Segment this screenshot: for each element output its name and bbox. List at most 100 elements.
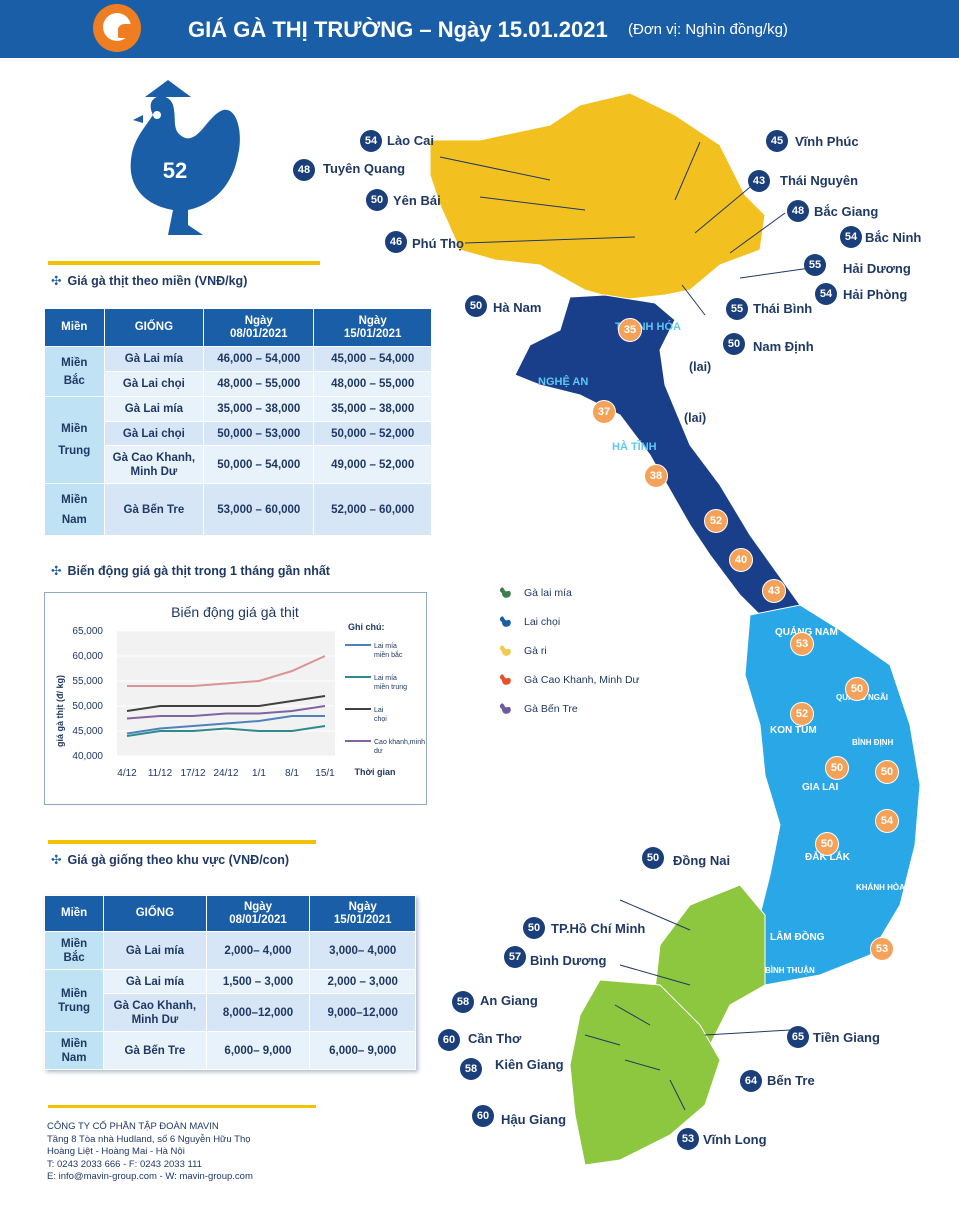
col-header: Ngày 08/01/2021: [203, 308, 315, 347]
price-badge: 55: [726, 298, 748, 320]
province-label: Thái Bình: [753, 301, 813, 316]
seed-price-table: Miền GIỐNG Ngày 08/01/2021 Ngày 15/01/20…: [43, 895, 416, 1070]
x-tick-label: 11/12: [148, 768, 173, 779]
x-tick-label: 15/1: [315, 768, 335, 779]
breed-cell: Gà Cao Khanh, Minh Dư: [103, 445, 205, 484]
series-line: [126, 725, 326, 737]
price-badge: 60: [472, 1105, 494, 1127]
breed-cell: Gà Lai chọi: [103, 371, 205, 397]
price-badge: 43: [748, 170, 770, 192]
province-label: Hậu Giang: [501, 1112, 567, 1127]
price-cell: 53,000 – 60,000: [203, 483, 315, 536]
price-badge: 57: [504, 946, 526, 968]
price-badge: 38: [644, 464, 668, 488]
price-badge: 54: [840, 226, 862, 248]
province-label: Hà Nam: [493, 300, 542, 315]
price-cell: 2,000 – 3,000: [309, 969, 416, 994]
page-title: GIÁ GÀ THỊ TRƯỜNG – Ngày 15.01.2021: [188, 17, 608, 42]
region-cell: Miền Nam: [43, 1031, 105, 1070]
province-label: Hải Dương: [843, 261, 911, 276]
price-badge: 48: [787, 200, 809, 222]
chicken-icon: [497, 643, 513, 664]
x-tick-label: 1/1: [252, 768, 266, 779]
province-label: Đồng Nai: [673, 853, 731, 868]
email-line[interactable]: E: info@mavin-group.com - W: mavin-group…: [47, 1171, 253, 1182]
price-cell: 50,000 – 52,000: [313, 421, 432, 446]
province-label: Bình Dương: [530, 953, 607, 968]
legend-title: Ghi chú:: [348, 622, 385, 632]
breed-cell: Gà Lai mía: [103, 931, 207, 970]
breed-cell: Gà Lai chọi: [103, 421, 205, 446]
price-badge: 54: [815, 283, 837, 305]
price-cell: 52,000 – 60,000: [313, 483, 432, 536]
province-label: Tuyên Quang: [323, 161, 406, 176]
col-header: GIỐNG: [103, 895, 207, 932]
section-title-regional: ✣ Giá gà thịt theo miền (VNĐ/kg): [51, 274, 248, 288]
company-name: CÔNG TY CỔ PHẦN TẬP ĐOÀN MAVIN: [47, 1121, 219, 1132]
x-tick-label: 24/12: [213, 768, 238, 779]
col-header: Miền: [43, 895, 105, 932]
price-cell: 48,000 – 55,000: [313, 371, 432, 397]
divider: [48, 1105, 316, 1108]
series-line: [126, 705, 326, 720]
region-label: GIA LAI: [802, 782, 839, 793]
region-cell: Miền Bắc: [44, 346, 105, 397]
breed-cell: Gà Cao Khanh, Minh Dư: [103, 993, 207, 1032]
chicken-icon: [497, 614, 513, 635]
mavin-logo: [93, 4, 141, 52]
region-label: BÌNH THUẬN: [765, 966, 815, 975]
phone-line: T: 0243 2033 666 - F: 0243 2033 111: [47, 1158, 202, 1170]
price-cell: 1,500 – 3,000: [205, 969, 311, 994]
bullet-icon: ✣: [51, 853, 62, 867]
price-badge: 45: [766, 130, 788, 152]
breed-cell: Gà Lai mía: [103, 969, 207, 994]
price-badge: 35: [618, 318, 642, 342]
price-cell: 6,000– 9,000: [205, 1031, 311, 1070]
y-axis-label: giá gà thịt (đ/ kg): [55, 675, 65, 747]
region-cell: Miền Bắc: [43, 931, 105, 970]
price-badge: 64: [740, 1070, 762, 1092]
y-tick-label: 60,000: [72, 651, 103, 662]
x-axis-label: Thời gian: [355, 767, 396, 777]
bullet-icon: ✣: [51, 274, 62, 288]
vietnam-map: THANH HÓA NGHỆ AN HÀ TĨNH QUẢNG NAM KON …: [429, 92, 921, 1166]
region-label: BÌNH ĐỊNH: [852, 738, 894, 747]
price-cell: 8,000–12,000: [205, 993, 311, 1032]
price-cell: 48,000 – 55,000: [203, 371, 315, 397]
col-header: Miền: [44, 308, 105, 347]
price-cell: 49,000 – 52,000: [313, 445, 432, 484]
province-label: An Giang: [480, 993, 538, 1008]
price-cell: 3,000– 4,000: [309, 931, 416, 970]
price-badge: 50: [465, 295, 487, 317]
price-badge: 50: [825, 756, 849, 780]
breed-cell: Gà Lai mía: [103, 396, 205, 422]
price-badge: 50: [845, 677, 869, 701]
address-line: Tầng 8 Tòa nhà Hudland, số 6 Nguyễn Hữu …: [47, 1133, 251, 1145]
chart-title: Biến động giá gà thịt: [171, 604, 299, 620]
price-badge: 53: [870, 937, 894, 961]
address-line: Hoàng Liệt - Hoàng Mai - Hà Nội: [47, 1146, 185, 1157]
province-label: Thái Nguyên: [780, 173, 859, 188]
y-tick-label: 45,000: [72, 726, 103, 737]
col-header: GIỐNG: [103, 308, 205, 347]
price-badge: 50: [815, 832, 839, 856]
price-badge: 55: [804, 254, 826, 276]
series-line: [127, 655, 326, 687]
hero-price: 52: [162, 158, 188, 183]
price-badge: 65: [787, 1026, 809, 1048]
province-label: Phú Thọ: [412, 236, 464, 251]
price-badge: 52: [790, 702, 814, 726]
province-label: Nam Định: [753, 339, 814, 354]
price-badge: 48: [293, 159, 315, 181]
y-tick-label: 50,000: [72, 701, 103, 712]
legend-label: Gà Cao Khanh, Minh Dư: [524, 674, 640, 686]
province-label: Bắc Giang: [814, 204, 879, 219]
chart-svg: Biến động giá gà thịt giá gà thịt (đ/ kg…: [55, 604, 425, 779]
province-label: Bến Tre: [767, 1073, 815, 1088]
price-cell: 50,000 – 53,000: [203, 421, 315, 446]
chicken-icon: [497, 585, 513, 606]
price-cell: 35,000 – 38,000: [203, 396, 315, 422]
chicken-icon: [497, 672, 513, 693]
province-label: Cần Thơ: [468, 1031, 522, 1046]
price-badge: 53: [677, 1128, 699, 1150]
